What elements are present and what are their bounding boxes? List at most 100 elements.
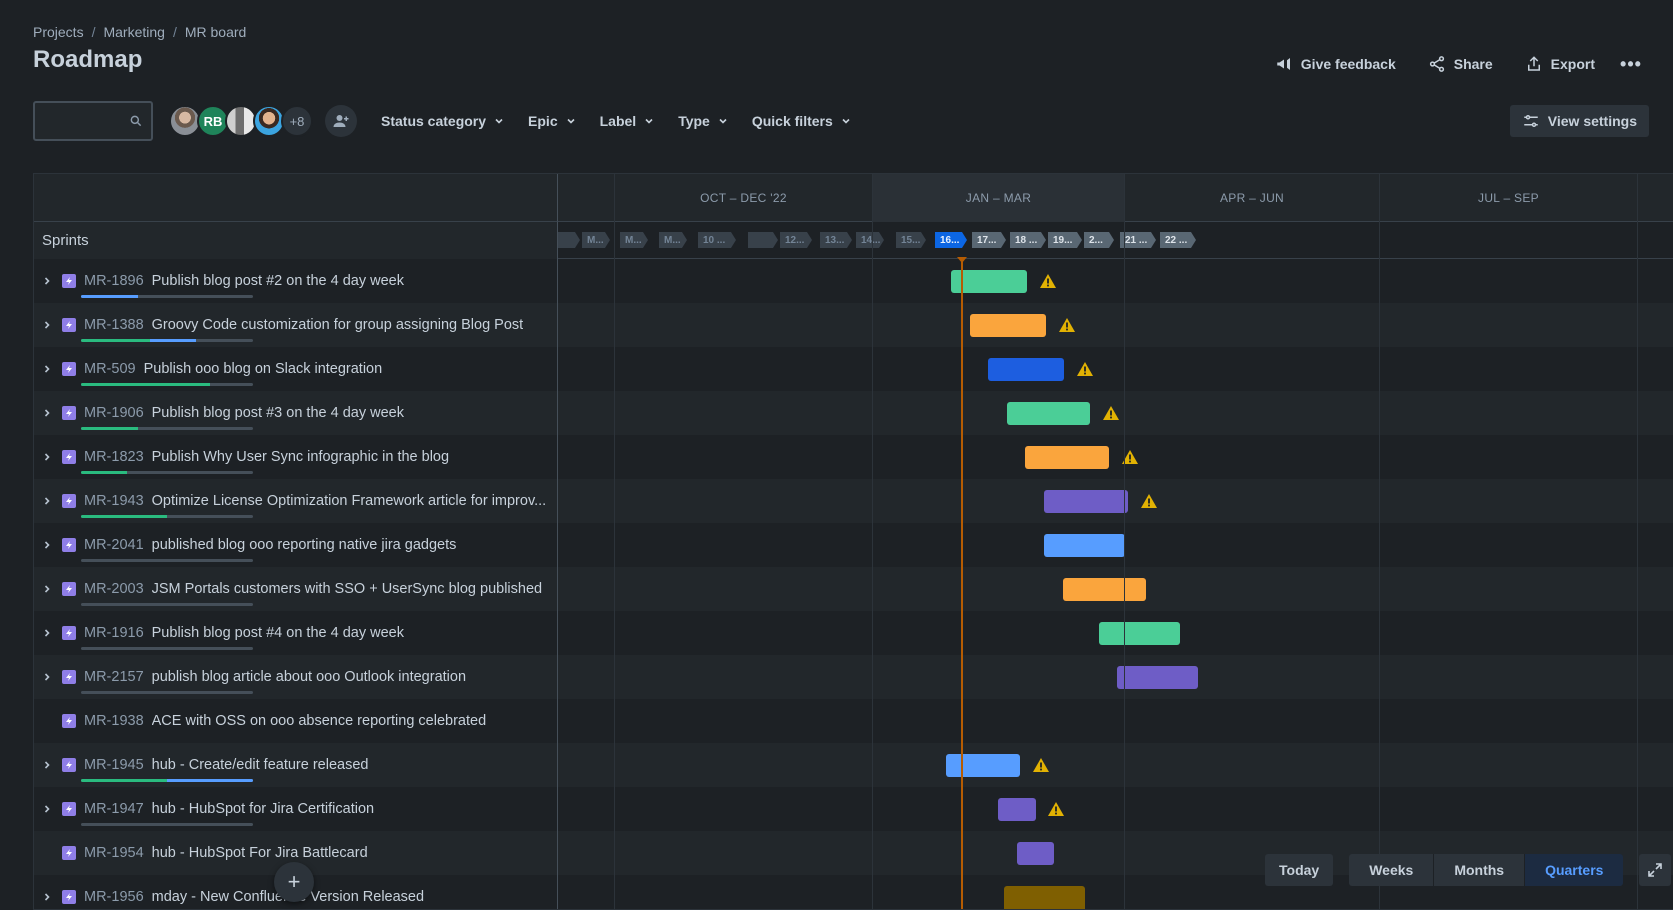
today-button[interactable]: Today: [1265, 854, 1334, 886]
sprint-chip[interactable]: 13...: [820, 232, 852, 248]
schedule-bar[interactable]: [1044, 490, 1128, 513]
chevron-right-icon[interactable]: [42, 892, 52, 902]
avatar[interactable]: [225, 105, 257, 137]
issue-title[interactable]: Publish ooo blog on Slack integration: [143, 361, 383, 377]
issue-title[interactable]: publish blog article about ooo Outlook i…: [151, 669, 467, 685]
issue-title[interactable]: hub - HubSpot For Jira Battlecard: [151, 845, 368, 861]
warning-icon[interactable]: [1047, 801, 1065, 817]
schedule-bar[interactable]: [1044, 534, 1125, 557]
label-filter[interactable]: Label: [600, 113, 655, 129]
type-filter[interactable]: Type: [678, 113, 728, 129]
issue-key[interactable]: MR-1896: [84, 273, 144, 289]
sprint-chip[interactable]: 10 ...: [698, 232, 736, 248]
issue-cell[interactable]: MR-1947 hub - HubSpot for Jira Certificat…: [34, 787, 558, 831]
sprint-chip[interactable]: 2...: [1084, 232, 1114, 248]
issue-title[interactable]: Publish blog post #3 on the 4 day week: [151, 405, 404, 421]
issue-key[interactable]: MR-2157: [84, 669, 144, 685]
chevron-right-icon[interactable]: [42, 760, 52, 770]
sprint-chip[interactable]: 19...: [1048, 232, 1082, 248]
sprint-chip[interactable]: 17...: [972, 232, 1006, 248]
issue-key[interactable]: MR-509: [84, 361, 136, 377]
table-row[interactable]: MR-1916 Publish blog post #4 on the 4 day…: [34, 611, 1673, 655]
issue-cell[interactable]: MR-2041 published blog ooo reporting nati…: [34, 523, 558, 567]
table-row[interactable]: MR-509 Publish ooo blog on Slack integrat…: [34, 347, 1673, 391]
warning-icon[interactable]: [1032, 757, 1050, 773]
chevron-right-icon[interactable]: [42, 364, 52, 374]
status-category-filter[interactable]: Status category: [381, 113, 504, 129]
table-row[interactable]: MR-2041 published blog ooo reporting nati…: [34, 523, 1673, 567]
table-row[interactable]: MR-1388 Groovy Code customization for gro…: [34, 303, 1673, 347]
table-row[interactable]: MR-2003 JSM Portals customers with SSO + …: [34, 567, 1673, 611]
table-row[interactable]: MR-1896 Publish blog post #2 on the 4 day…: [34, 259, 1673, 303]
issue-key[interactable]: MR-1943: [84, 493, 144, 509]
sprint-chip[interactable]: 15...: [896, 232, 926, 248]
issue-title[interactable]: ACE with OSS on ooo absence reporting ce…: [151, 713, 487, 729]
sprint-chip[interactable]: M...: [659, 232, 687, 248]
issue-cell[interactable]: MR-1938 ACE with OSS on ooo absence repor…: [34, 699, 558, 743]
chevron-right-icon[interactable]: [42, 540, 52, 550]
chevron-right-icon[interactable]: [42, 408, 52, 418]
chevron-right-icon[interactable]: [42, 628, 52, 638]
chevron-right-icon[interactable]: [42, 804, 52, 814]
table-row[interactable]: MR-1947 hub - HubSpot for Jira Certificat…: [34, 787, 1673, 831]
table-row[interactable]: MR-1943 Optimize License Optimization Fra…: [34, 479, 1673, 523]
table-row[interactable]: MR-1823 Publish Why User Sync infographic…: [34, 435, 1673, 479]
view-settings-button[interactable]: View settings: [1509, 105, 1649, 137]
quick-filters[interactable]: Quick filters: [752, 113, 851, 129]
more-avatars-button[interactable]: +8: [281, 105, 313, 137]
issue-title[interactable]: hub - HubSpot for Jira Certification: [151, 801, 375, 817]
issue-key[interactable]: MR-1388: [84, 317, 144, 333]
issue-title[interactable]: Optimize License Optimization Framework …: [151, 493, 547, 509]
sprint-chip[interactable]: M...: [582, 232, 610, 248]
epic-filter[interactable]: Epic: [528, 113, 576, 129]
issue-title[interactable]: hub - Create/edit feature released: [151, 757, 369, 773]
issue-title[interactable]: published blog ooo reporting native jira…: [151, 537, 457, 553]
issue-cell[interactable]: MR-1906 Publish blog post #3 on the 4 day…: [34, 391, 558, 435]
sprint-chip[interactable]: 14...: [856, 232, 884, 248]
issue-cell[interactable]: MR-2157 publish blog article about ooo Ou…: [34, 655, 558, 699]
issue-title[interactable]: Publish blog post #4 on the 4 day week: [151, 625, 404, 641]
chevron-right-icon[interactable]: [42, 276, 52, 286]
schedule-bar[interactable]: [1017, 842, 1054, 865]
warning-icon[interactable]: [1102, 405, 1120, 421]
schedule-bar[interactable]: [951, 270, 1027, 293]
issue-key[interactable]: MR-1945: [84, 757, 144, 773]
schedule-bar[interactable]: [1025, 446, 1109, 469]
issue-title[interactable]: Publish Why User Sync infographic in the…: [151, 449, 450, 465]
table-row[interactable]: MR-2157 publish blog article about ooo Ou…: [34, 655, 1673, 699]
chevron-right-icon[interactable]: [42, 672, 52, 682]
chevron-right-icon[interactable]: [42, 496, 52, 506]
warning-icon[interactable]: [1121, 449, 1139, 465]
give-feedback-button[interactable]: Give feedback: [1263, 49, 1408, 79]
sprint-chip-active[interactable]: 16...: [935, 232, 967, 248]
chevron-right-icon[interactable]: [42, 584, 52, 594]
schedule-bar[interactable]: [970, 314, 1046, 337]
share-button[interactable]: Share: [1416, 49, 1505, 79]
issue-cell[interactable]: MR-509 Publish ooo blog on Slack integrat…: [34, 347, 558, 391]
quarters-button[interactable]: Quarters: [1525, 854, 1624, 886]
issue-cell[interactable]: MR-1916 Publish blog post #4 on the 4 day…: [34, 611, 558, 655]
schedule-bar[interactable]: [1063, 578, 1146, 601]
table-row[interactable]: MR-1938 ACE with OSS on ooo absence repor…: [34, 699, 1673, 743]
breadcrumb-projects[interactable]: Projects: [33, 24, 84, 40]
schedule-bar[interactable]: [998, 798, 1036, 821]
issue-cell[interactable]: MR-1388 Groovy Code customization for gro…: [34, 303, 558, 347]
table-row[interactable]: MR-1906 Publish blog post #3 on the 4 day…: [34, 391, 1673, 435]
avatar[interactable]: RB: [197, 105, 229, 137]
issue-cell[interactable]: MR-1823 Publish Why User Sync infographic…: [34, 435, 558, 479]
issue-key[interactable]: MR-1916: [84, 625, 144, 641]
issue-key[interactable]: MR-1938: [84, 713, 144, 729]
issue-cell[interactable]: MR-1943 Optimize License Optimization Fra…: [34, 479, 558, 523]
issue-title[interactable]: Publish blog post #2 on the 4 day week: [151, 273, 404, 289]
issue-key[interactable]: MR-1906: [84, 405, 144, 421]
sprint-chip[interactable]: [748, 232, 778, 248]
export-button[interactable]: Export: [1513, 49, 1607, 79]
sprint-chip[interactable]: 21 ...: [1120, 232, 1156, 248]
issue-cell[interactable]: MR-1945 hub - Create/edit feature release…: [34, 743, 558, 787]
more-actions-button[interactable]: •••: [1620, 53, 1642, 74]
issue-cell[interactable]: MR-1896 Publish blog post #2 on the 4 day…: [34, 259, 558, 303]
breadcrumb-board[interactable]: MR board: [184, 24, 247, 40]
issue-key[interactable]: MR-2041: [84, 537, 144, 553]
table-row[interactable]: MR-1945 hub - Create/edit feature release…: [34, 743, 1673, 787]
months-button[interactable]: Months: [1434, 854, 1525, 886]
